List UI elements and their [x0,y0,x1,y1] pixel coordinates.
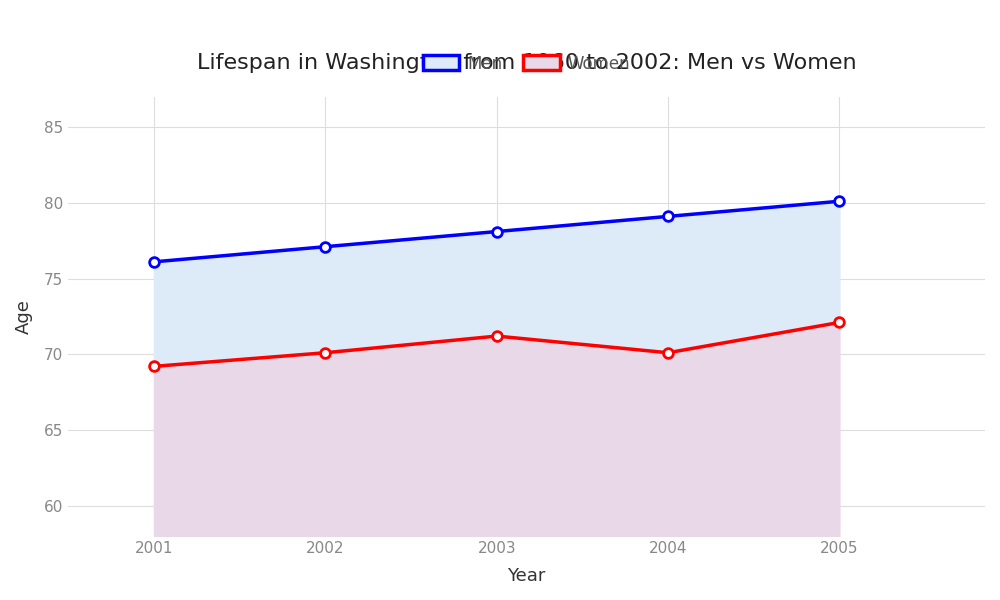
Title: Lifespan in Washington from 1960 to 2002: Men vs Women: Lifespan in Washington from 1960 to 2002… [197,53,856,73]
Y-axis label: Age: Age [15,299,33,334]
X-axis label: Year: Year [507,567,546,585]
Legend: Men, Women: Men, Women [416,48,637,79]
